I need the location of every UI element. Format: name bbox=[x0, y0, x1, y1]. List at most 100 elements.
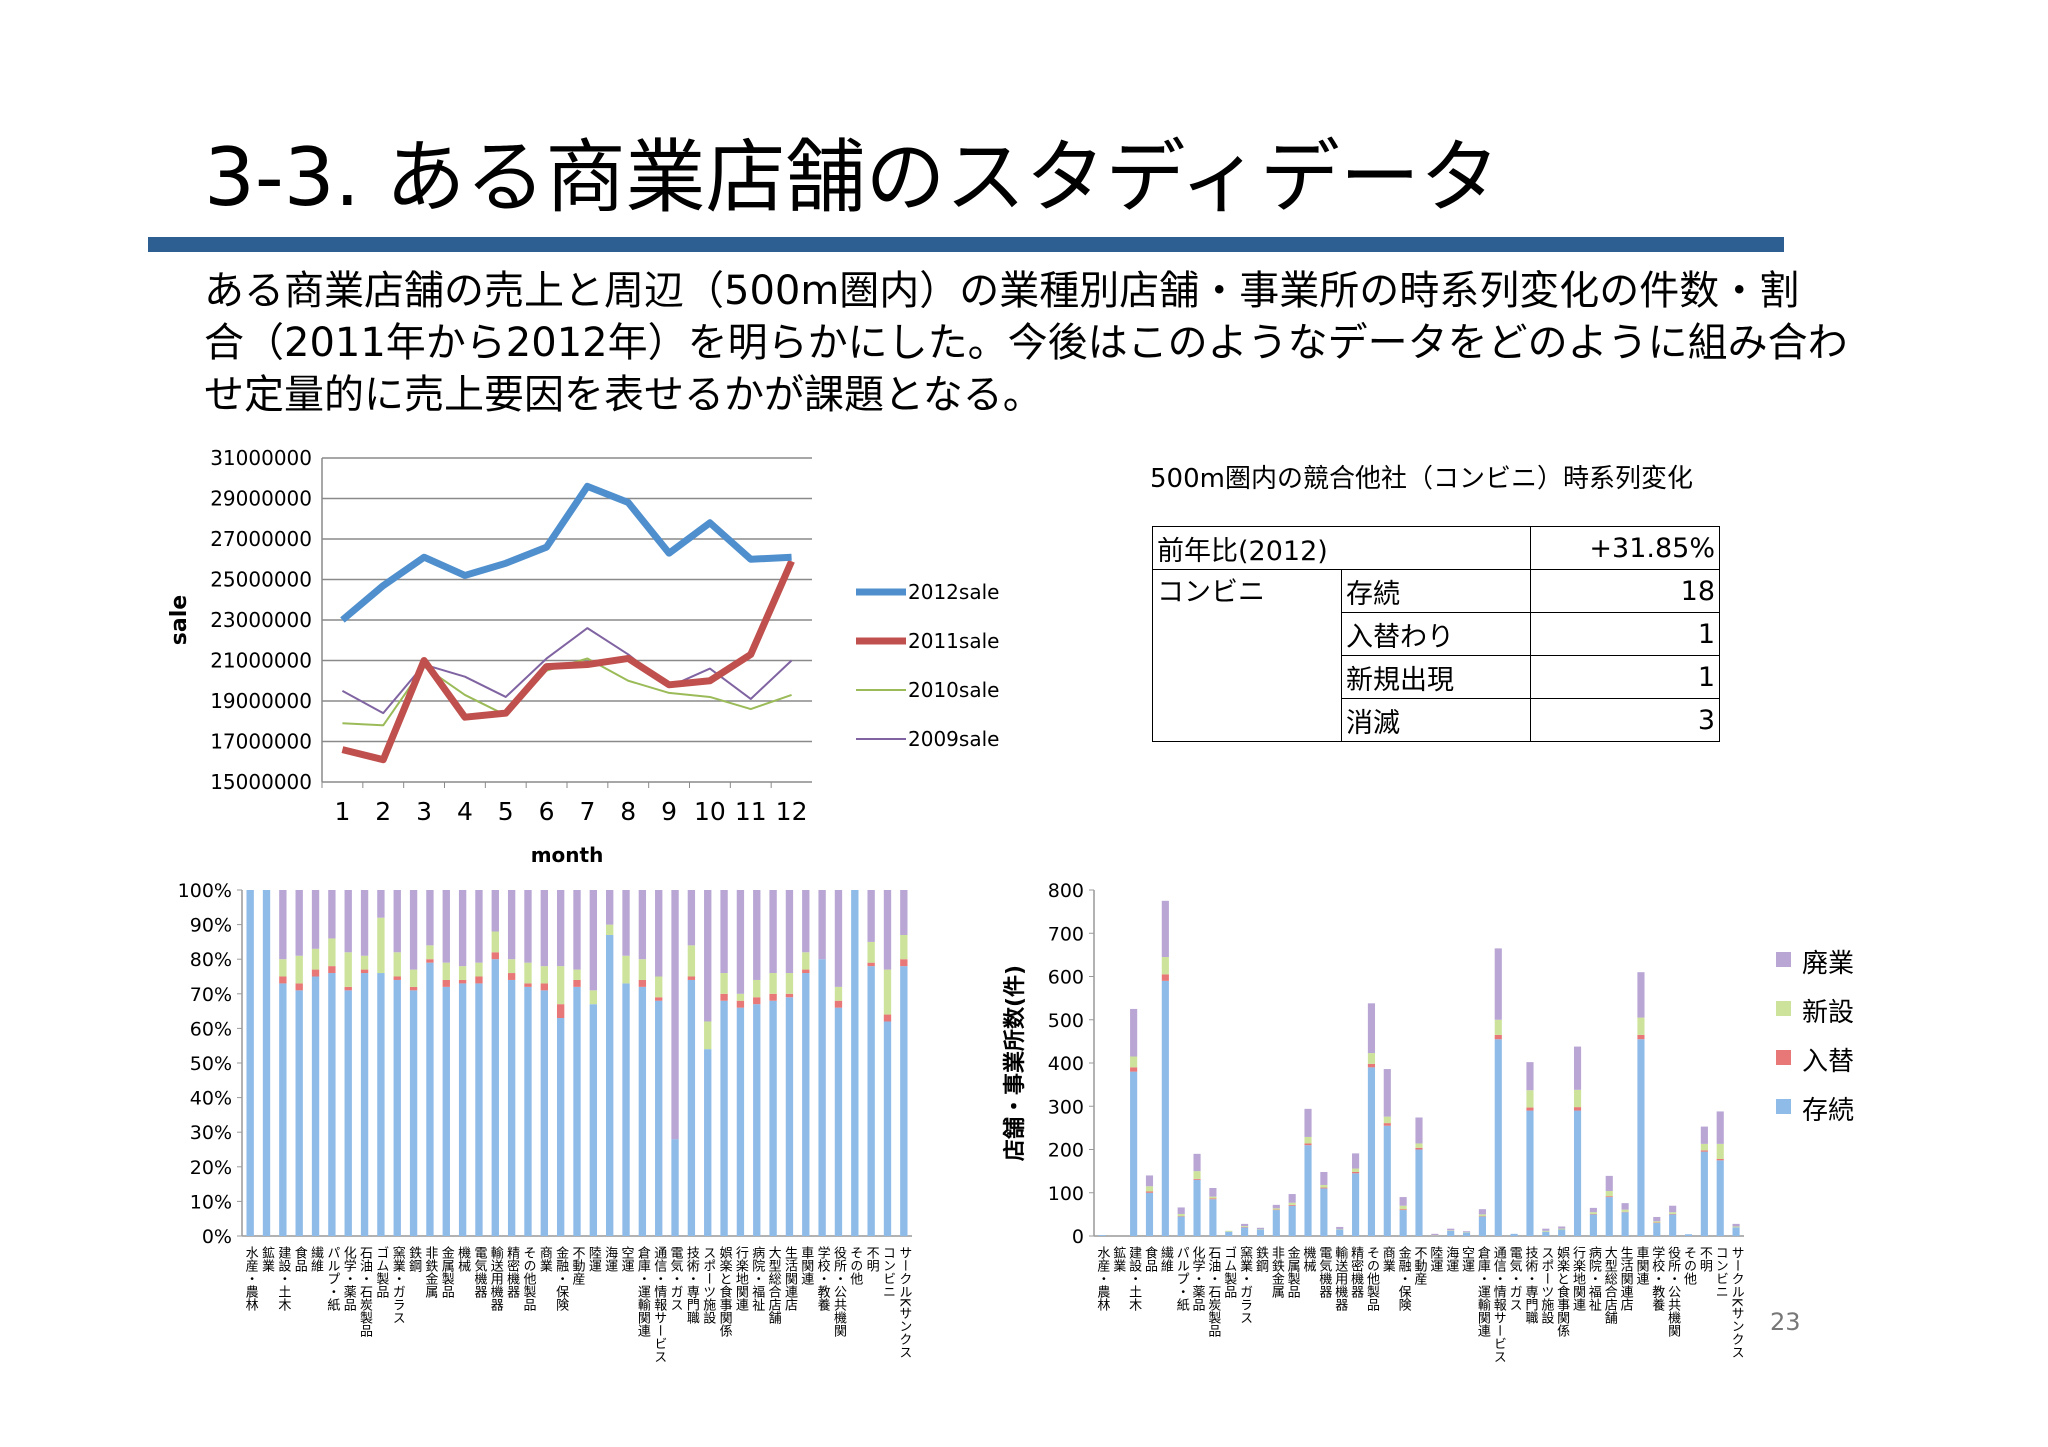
bar-segment-新設 bbox=[475, 962, 483, 977]
bar-segment-廃業 bbox=[1336, 1226, 1344, 1230]
bar-segment-存続 bbox=[1573, 1110, 1582, 1236]
bar-segment-廃業 bbox=[1272, 1204, 1280, 1209]
legend-label: 入替 bbox=[1802, 1047, 1854, 1077]
bar-segment-廃業 bbox=[1589, 1207, 1597, 1213]
bar-segment-入替 bbox=[491, 952, 499, 960]
bar-segment-廃業 bbox=[1669, 1205, 1677, 1213]
bar-segment-存続 bbox=[753, 1004, 761, 1236]
bar-segment-廃業 bbox=[1383, 1069, 1391, 1117]
y-tick-label: 50% bbox=[190, 1053, 232, 1075]
bar-segment-廃業 bbox=[279, 890, 287, 960]
category-label: 水産・農林 bbox=[1094, 1246, 1110, 1311]
bar-segment-新設 bbox=[1526, 1090, 1534, 1108]
y-tick-label: 100 bbox=[1048, 1183, 1084, 1205]
bar-segment-新設 bbox=[1367, 1053, 1376, 1064]
bar-segment-新設 bbox=[1383, 1116, 1391, 1124]
bar-segment-存続 bbox=[1462, 1232, 1471, 1236]
category-label: 大型総合店舗 bbox=[1602, 1246, 1618, 1324]
x-tick-label: 1 bbox=[334, 797, 350, 826]
bar-segment-存続 bbox=[1526, 1110, 1534, 1236]
bar-segment-廃業 bbox=[1732, 1223, 1740, 1227]
bar-segment-存続 bbox=[1621, 1212, 1629, 1236]
category-label: 学校・教養 bbox=[1649, 1245, 1665, 1311]
bar-segment-存続 bbox=[1605, 1197, 1613, 1236]
category-label: 機械 bbox=[1301, 1246, 1317, 1272]
category-label: 電気機器 bbox=[1316, 1246, 1332, 1299]
bar-segment-入替 bbox=[1637, 1034, 1645, 1040]
bar-segment-入替 bbox=[1320, 1187, 1328, 1189]
x-axis-label: month bbox=[531, 843, 604, 867]
bar-segment-入替 bbox=[1605, 1196, 1613, 1198]
bar-segment-廃業 bbox=[867, 890, 875, 942]
bar-segment-新設 bbox=[900, 934, 908, 960]
category-label: 車関連 bbox=[1633, 1246, 1649, 1286]
bar-segment-入替 bbox=[1716, 1159, 1724, 1161]
bar-segment-入替 bbox=[295, 983, 303, 991]
table-row: コンビニ 存続 18 bbox=[1152, 569, 1720, 742]
bar-segment-存続 bbox=[900, 966, 908, 1236]
bar-segment-廃業 bbox=[753, 890, 761, 980]
bar-segment-入替 bbox=[1367, 1063, 1376, 1068]
body-line-1: ある商業店舗の売上と周辺（500m圏内）の業種別店舗・事業所の時系列変化の件数・… bbox=[204, 268, 1800, 314]
x-tick-label: 2 bbox=[375, 797, 391, 826]
bar-segment-存続 bbox=[409, 990, 418, 1236]
bar-segment-存続 bbox=[1161, 980, 1169, 1236]
x-tick-label: 8 bbox=[620, 797, 636, 826]
category-label: 不明 bbox=[1697, 1246, 1713, 1273]
category-label: 建設・土木 bbox=[275, 1246, 291, 1311]
category-label: パルプ・紙 bbox=[1174, 1246, 1190, 1312]
table-row: 入替わり 1 bbox=[1153, 612, 1720, 656]
bar-segment-廃業 bbox=[328, 890, 336, 939]
category-label: 金属製品 bbox=[1285, 1245, 1301, 1298]
bar-segment-入替 bbox=[655, 997, 663, 1001]
bar-segment-存続 bbox=[818, 959, 826, 1236]
bar-segment-存続 bbox=[491, 959, 499, 1236]
y-tick-label: 19000000 bbox=[210, 689, 312, 713]
category-label: スポーツ施設 bbox=[1538, 1246, 1554, 1324]
page-number: 23 bbox=[1770, 1308, 1801, 1336]
table-row-value: 1 bbox=[1530, 655, 1720, 699]
bar-segment-存続 bbox=[883, 1021, 892, 1236]
bar-segment-入替 bbox=[1209, 1198, 1217, 1200]
category-label: 金融・保険 bbox=[553, 1245, 569, 1311]
bar-segment-存続 bbox=[344, 990, 352, 1236]
legend-swatch bbox=[1776, 1099, 1791, 1114]
category-label: 陸運 bbox=[1427, 1245, 1443, 1272]
bar-segment-入替 bbox=[1383, 1123, 1391, 1126]
bar-segment-存続 bbox=[556, 1018, 565, 1236]
bar-segment-廃業 bbox=[1447, 1228, 1455, 1231]
category-label: 輸送用機器 bbox=[488, 1246, 504, 1312]
bar-segment-入替 bbox=[883, 1014, 892, 1022]
y-tick-label: 23000000 bbox=[210, 608, 312, 632]
bar-segment-廃業 bbox=[556, 890, 565, 967]
slide-title: 3-3. ある商業店舗のスタディデータ bbox=[204, 131, 1500, 224]
category-label: その他製品 bbox=[520, 1246, 536, 1311]
bar-segment-新設 bbox=[360, 955, 369, 970]
bar-segment-存続 bbox=[1637, 1039, 1645, 1236]
bar-segment-新設 bbox=[1399, 1205, 1407, 1210]
bar-segment-入替 bbox=[802, 969, 810, 974]
bar-segment-入替 bbox=[900, 959, 908, 967]
bar-segment-新設 bbox=[524, 962, 532, 984]
bar-segment-入替 bbox=[785, 993, 794, 998]
bar-segment-廃業 bbox=[1558, 1226, 1566, 1229]
category-label: 倉庫・運輸関連 bbox=[1475, 1246, 1491, 1338]
bar-segment-新設 bbox=[1145, 1186, 1154, 1192]
bar-segment-入替 bbox=[524, 983, 532, 987]
bar-segment-存続 bbox=[311, 976, 320, 1236]
legend-label: 存続 bbox=[1802, 1096, 1854, 1126]
bar-segment-廃業 bbox=[1621, 1203, 1629, 1210]
bar-segment-存続 bbox=[785, 997, 794, 1236]
bar-segment-存続 bbox=[1288, 1205, 1296, 1236]
bar-segment-新設 bbox=[606, 924, 614, 935]
category-label: 食品 bbox=[292, 1245, 308, 1272]
bar-segment-新設 bbox=[1494, 1019, 1502, 1035]
bar-segment-新設 bbox=[1415, 1143, 1423, 1148]
bar-segment-入替 bbox=[687, 976, 696, 980]
category-label: その他 bbox=[1681, 1246, 1697, 1286]
table-header-value: +31.85% bbox=[1530, 526, 1720, 570]
bar-segment-存続 bbox=[1304, 1145, 1312, 1236]
bar-segment-新設 bbox=[1272, 1208, 1280, 1210]
category-label: 鉱業 bbox=[259, 1245, 275, 1272]
y-tick-label: 21000000 bbox=[210, 649, 312, 673]
